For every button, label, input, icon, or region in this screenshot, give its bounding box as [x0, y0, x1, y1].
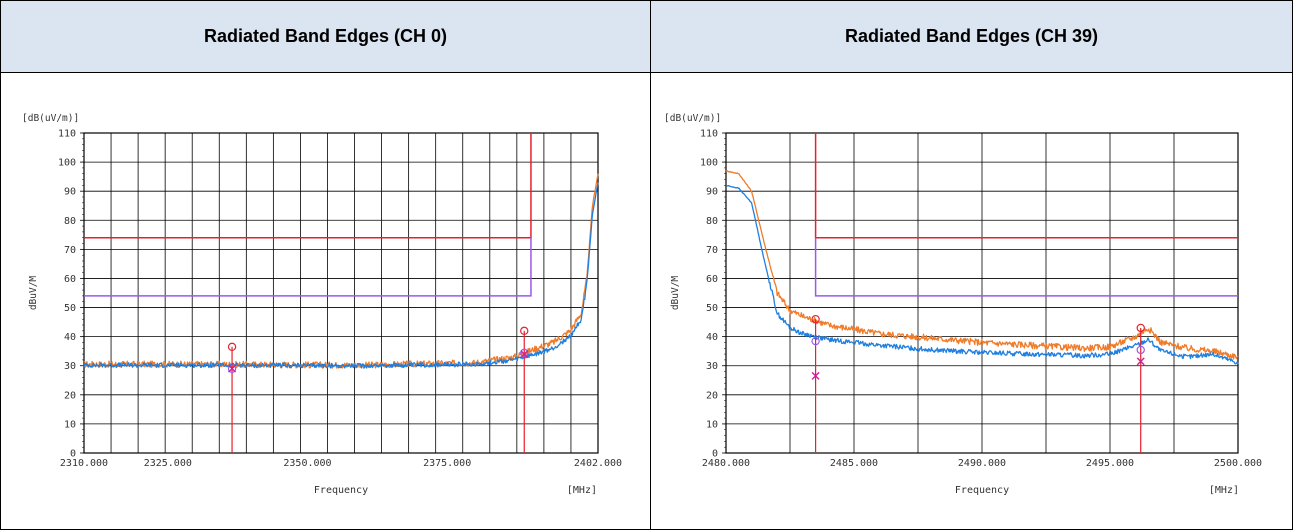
average-limit-line: [84, 237, 532, 297]
x-tick-label: 2350.000: [283, 458, 331, 469]
avg-marker: [1136, 357, 1145, 366]
avg-marker: [811, 371, 820, 380]
avg-circle-marker: [811, 336, 820, 346]
peak-marker: [1136, 323, 1145, 333]
y-tick-label: 30: [64, 361, 76, 372]
y-tick-label: 0: [70, 449, 76, 460]
y-tick-label: 70: [706, 245, 718, 256]
grid: [80, 132, 598, 454]
x-tick-label: 2485.000: [830, 458, 878, 469]
y-tick-label: 60: [64, 274, 76, 285]
y-tick-label: 10: [706, 419, 718, 430]
right-header-text: Radiated Band Edges (CH 39): [844, 26, 1099, 46]
peak-trace: [725, 170, 1239, 360]
x-tick-label: 2325.000: [144, 458, 192, 469]
y-axis-title: dBuV/M: [670, 276, 681, 311]
y-unit-label: [dB(uV/m)]: [664, 113, 721, 124]
avg-marker: [520, 350, 529, 359]
peak-marker: [520, 326, 529, 336]
y-axis-title: dBuV/M: [28, 276, 39, 311]
y-tick-label: 40: [64, 332, 76, 343]
x-tick-label: 2402.000: [574, 458, 622, 469]
y-tick-label: 50: [706, 303, 718, 314]
y-tick-label: 30: [706, 361, 718, 372]
x-unit-label: [MHz]: [1209, 485, 1239, 496]
left-header-text: Radiated Band Edges (CH 0): [203, 26, 448, 46]
average-trace: [83, 182, 599, 369]
avg-marker: [228, 364, 237, 373]
x-axis-title: Frequency: [955, 485, 1009, 496]
average-limit-line: [814, 237, 1238, 297]
y-tick-label: 60: [706, 274, 718, 285]
peak-marker: [811, 314, 820, 324]
x-tick-label: 2480.000: [702, 458, 750, 469]
y-tick-label: 70: [64, 245, 76, 256]
x-tick-label: 2495.000: [1086, 458, 1134, 469]
y-tick-label: 80: [706, 216, 718, 227]
x-tick-label: 2310.000: [60, 458, 108, 469]
y-tick-label: 110: [700, 129, 718, 140]
y-tick-label: 90: [706, 187, 718, 198]
avg-circle-marker: [1136, 345, 1145, 355]
y-tick-label: 110: [58, 129, 76, 140]
x-unit-label: [MHz]: [567, 485, 597, 496]
y-tick-label: 90: [64, 187, 76, 198]
y-tick-label: 20: [64, 390, 76, 401]
right-column-header: Radiated Band Edges (CH 39): [650, 0, 1293, 73]
avg-circle-marker: [227, 364, 237, 374]
y-tick-label: 0: [712, 449, 718, 460]
y-tick-label: 100: [700, 158, 718, 169]
x-tick-label: 2490.000: [958, 458, 1006, 469]
average-trace: [726, 184, 1239, 365]
peak-marker: [227, 342, 237, 352]
x-tick-label: 2500.000: [1214, 458, 1262, 469]
grid: [722, 132, 1238, 454]
y-tick-label: 40: [706, 332, 718, 343]
y-tick-label: 80: [64, 216, 76, 227]
y-tick-label: 10: [64, 419, 76, 430]
y-unit-label: [dB(uV/m)]: [22, 113, 79, 124]
x-axis-title: Frequency: [314, 485, 368, 496]
x-tick-label: 2375.000: [423, 458, 471, 469]
y-tick-label: 20: [706, 390, 718, 401]
left-column-header: Radiated Band Edges (CH 0): [0, 0, 651, 73]
y-tick-label: 50: [64, 303, 76, 314]
y-tick-label: 100: [58, 158, 76, 169]
avg-circle-marker: [520, 348, 529, 358]
